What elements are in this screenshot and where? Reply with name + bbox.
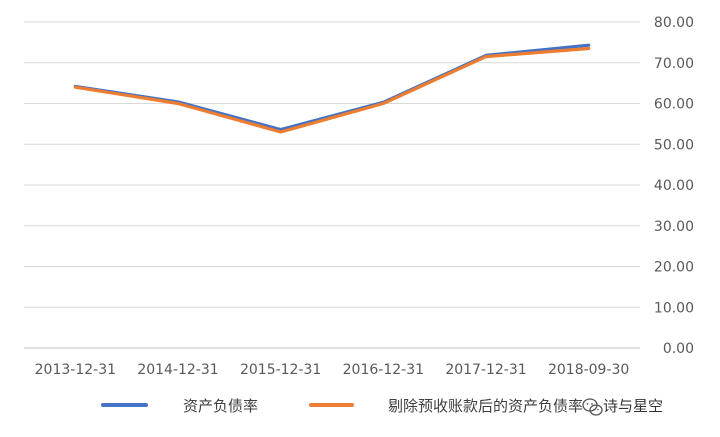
series-lines — [73, 43, 591, 134]
x-tick-label: 2018-09-30 — [548, 362, 629, 378]
y-tick-label: 30.00 — [654, 219, 694, 235]
y-tick-label: 60.00 — [654, 97, 694, 113]
legend: 资产负债率 剔除预收账款后的资产负债率 — [101, 397, 583, 415]
gridlines — [24, 21, 640, 349]
y-tick-label: 0.00 — [663, 341, 694, 357]
y-tick-label: 80.00 — [654, 15, 694, 31]
y-tick-label: 70.00 — [654, 56, 694, 72]
x-tick-label: 2017-12-31 — [445, 362, 526, 378]
y-tick-label: 40.00 — [654, 178, 694, 194]
series-line-2 — [73, 46, 591, 134]
x-tick-label: 2015-12-31 — [240, 362, 321, 378]
wechat-icon — [582, 398, 603, 416]
y-tick-label: 10.00 — [654, 300, 694, 316]
legend-label-1: 资产负债率 — [183, 397, 258, 415]
watermark: 诗与星空 — [582, 397, 663, 416]
x-tick-label: 2016-12-31 — [343, 362, 424, 378]
y-tick-label: 20.00 — [654, 260, 694, 276]
y-axis-ticks: 0.00 10.00 20.00 30.00 40.00 50.00 60.00 70.00 8… — [654, 15, 694, 357]
y-tick-label: 50.00 — [654, 137, 694, 153]
legend-label-2: 剔除预收账款后的资产负债率 — [388, 397, 583, 415]
x-tick-label: 2013-12-31 — [35, 362, 116, 378]
x-axis-ticks: 2013-12-31 2014-12-31 2015-12-31 2016-12-31… — [35, 362, 630, 378]
x-tick-label: 2014-12-31 — [137, 362, 218, 378]
watermark-text: 诗与星空 — [603, 397, 663, 415]
